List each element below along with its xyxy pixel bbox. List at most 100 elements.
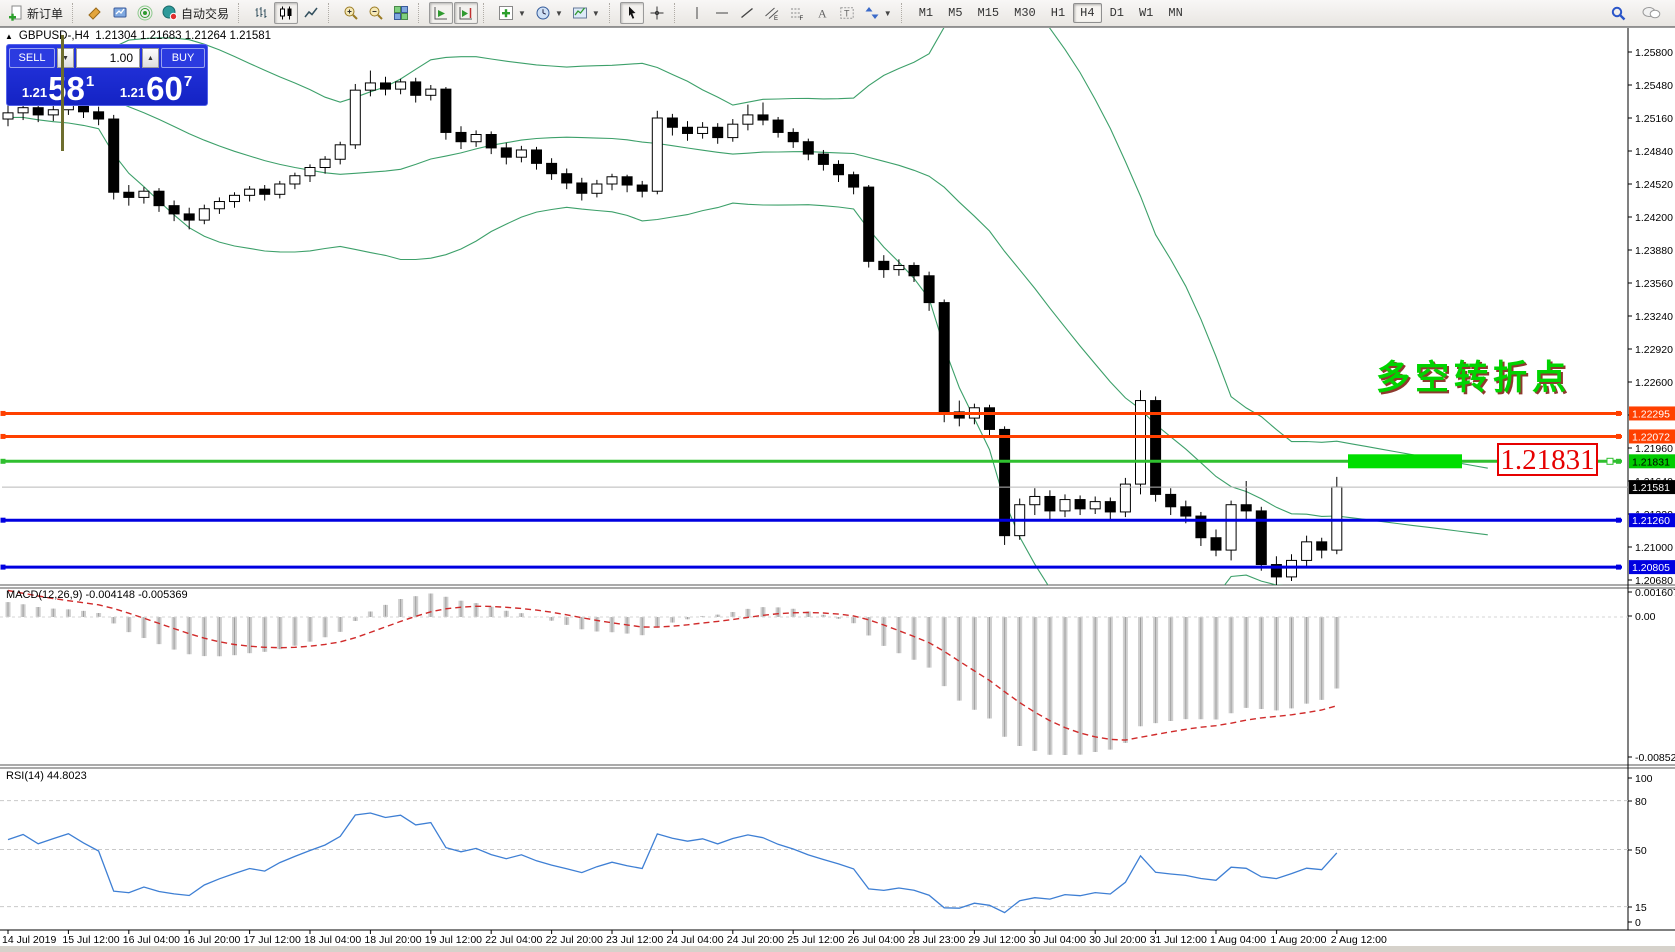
fibonacci-button[interactable]: F	[785, 2, 809, 24]
svg-text:1.24840: 1.24840	[1635, 146, 1673, 158]
chat-button[interactable]	[1637, 2, 1665, 24]
volume-decrease-button[interactable]: ▼	[57, 48, 74, 68]
svg-text:T: T	[844, 9, 850, 19]
rsi-level-lines	[0, 800, 1628, 908]
tf-w1-button[interactable]: W1	[1138, 6, 1154, 20]
trendline-icon	[739, 5, 755, 21]
crosshair-button[interactable]	[645, 2, 669, 24]
candle	[923, 275, 935, 304]
toolbar-separator	[673, 3, 681, 23]
candle	[1331, 486, 1343, 551]
candlestick-button[interactable]	[274, 2, 299, 24]
svg-text:24 Jul 20:00: 24 Jul 20:00	[727, 934, 784, 946]
buy-price[interactable]: 1.21 60 7	[107, 69, 205, 105]
signal-button[interactable]	[133, 2, 157, 24]
candle	[153, 190, 165, 207]
candle	[833, 163, 844, 176]
macd-histogram	[5, 593, 1340, 755]
horizontal-line-button[interactable]	[710, 2, 734, 24]
candle	[229, 194, 240, 203]
svg-text:14 Jul 2019: 14 Jul 2019	[2, 934, 56, 946]
candle	[953, 411, 965, 419]
text-button[interactable]: A	[810, 2, 834, 24]
candle	[666, 117, 678, 128]
sell-price-point: 1	[85, 73, 95, 90]
tf-m15-button[interactable]: M15	[977, 6, 1000, 20]
zoom-in-icon	[343, 5, 359, 21]
svg-text:31 Jul 12:00: 31 Jul 12:00	[1150, 934, 1207, 946]
svg-text:1.22920: 1.22920	[1635, 344, 1673, 356]
volume-increase-button[interactable]: ▲	[142, 48, 159, 68]
templates-button[interactable]: ▼	[568, 2, 604, 24]
sell-price-base: 1.21	[21, 85, 48, 100]
tf-h1-button[interactable]: H1	[1050, 6, 1066, 20]
svg-text:E: E	[774, 16, 778, 21]
candle	[1044, 495, 1056, 512]
hline-1.22295[interactable]	[0, 410, 1623, 416]
market-watch-button[interactable]	[108, 2, 132, 24]
buy-price-pips: 60	[146, 69, 183, 107]
bar-chart-button[interactable]	[249, 2, 273, 24]
toolbar-separator	[900, 3, 908, 23]
chevron-down-icon: ▼	[554, 8, 563, 18]
subpane-axes: 0.001607 0.00 -0.008522 100 80 50 15 0	[1628, 587, 1675, 929]
svg-text:25 Jul 12:00: 25 Jul 12:00	[787, 934, 844, 946]
hline-1.21831[interactable]	[0, 454, 1623, 469]
svg-text:18 Jul 04:00: 18 Jul 04:00	[304, 934, 361, 946]
zoom-out-button[interactable]	[364, 2, 388, 24]
hline-1.20805[interactable]	[0, 564, 1623, 570]
channel-button[interactable]: E	[760, 2, 784, 24]
svg-text:2 Aug 12:00: 2 Aug 12:00	[1331, 934, 1387, 946]
time-axis[interactable]: 14 Jul 2019 15 Jul 12:00 16 Jul 04:00 16 Ju…	[2, 930, 1387, 946]
zoom-out-icon	[368, 5, 384, 21]
svg-text:1.24520: 1.24520	[1635, 179, 1673, 191]
svg-text:50: 50	[1635, 845, 1647, 857]
volume-input[interactable]: 1.00	[76, 48, 140, 68]
sell-button[interactable]: SELL	[9, 48, 55, 68]
search-button[interactable]	[1606, 2, 1631, 24]
sell-price[interactable]: 1.21 58 1	[9, 69, 107, 105]
autotrading-button[interactable]: 自动交易	[158, 2, 233, 24]
tf-h4-button[interactable]: H4	[1073, 3, 1102, 23]
tf-m30-button[interactable]: M30	[1014, 6, 1036, 20]
candle	[349, 89, 361, 146]
line-chart-button[interactable]	[299, 2, 323, 24]
candle	[727, 123, 739, 139]
chart-shift-button[interactable]	[454, 2, 479, 24]
vertical-line-object[interactable]	[61, 35, 64, 151]
zoom-in-button[interactable]	[339, 2, 363, 24]
arrows-button[interactable]: ▼	[860, 2, 896, 24]
candle	[515, 149, 527, 158]
tf-mn-button[interactable]: MN	[1168, 6, 1183, 20]
svg-text:1.24200: 1.24200	[1635, 212, 1673, 224]
svg-text:30 Jul 04:00: 30 Jul 04:00	[1029, 934, 1086, 946]
bollinger-bands	[8, 28, 1488, 585]
buy-button[interactable]: BUY	[161, 48, 205, 68]
highlighter-button[interactable]	[83, 2, 107, 24]
periods-button[interactable]: ▼	[531, 2, 567, 24]
price-callout-box[interactable]: 1.21831	[1497, 443, 1598, 476]
hline-1.22072[interactable]	[0, 433, 1623, 439]
indicators-button[interactable]: ▼	[494, 2, 530, 24]
tf-m1-button[interactable]: M1	[918, 6, 934, 20]
tile-windows-button[interactable]	[389, 2, 413, 24]
tf-m5-button[interactable]: M5	[948, 6, 963, 20]
turning-point-annotation[interactable]: 多空转折点	[1376, 359, 1571, 397]
new-order-button[interactable]: 新订单	[4, 2, 67, 24]
tf-d1-button[interactable]: D1	[1109, 6, 1124, 20]
vertical-line-button[interactable]	[685, 2, 709, 24]
candle	[1074, 499, 1086, 510]
candle	[712, 126, 724, 139]
candle	[213, 201, 225, 210]
candles-layer	[2, 70, 1343, 585]
trendline-button[interactable]	[735, 2, 759, 24]
text-label-button[interactable]: T	[835, 2, 859, 24]
candle	[364, 82, 376, 91]
price-axis[interactable]: 1.25800 1.25480 1.25160 1.24840 1.24520 1.242…	[1628, 47, 1673, 587]
auto-scroll-button[interactable]	[429, 2, 454, 24]
rsi-line	[7, 812, 1338, 914]
bollinger-upper-band	[8, 28, 1488, 469]
hline-1.21260[interactable]	[0, 517, 1623, 523]
candle	[1029, 495, 1041, 506]
cursor-button[interactable]	[619, 2, 644, 24]
